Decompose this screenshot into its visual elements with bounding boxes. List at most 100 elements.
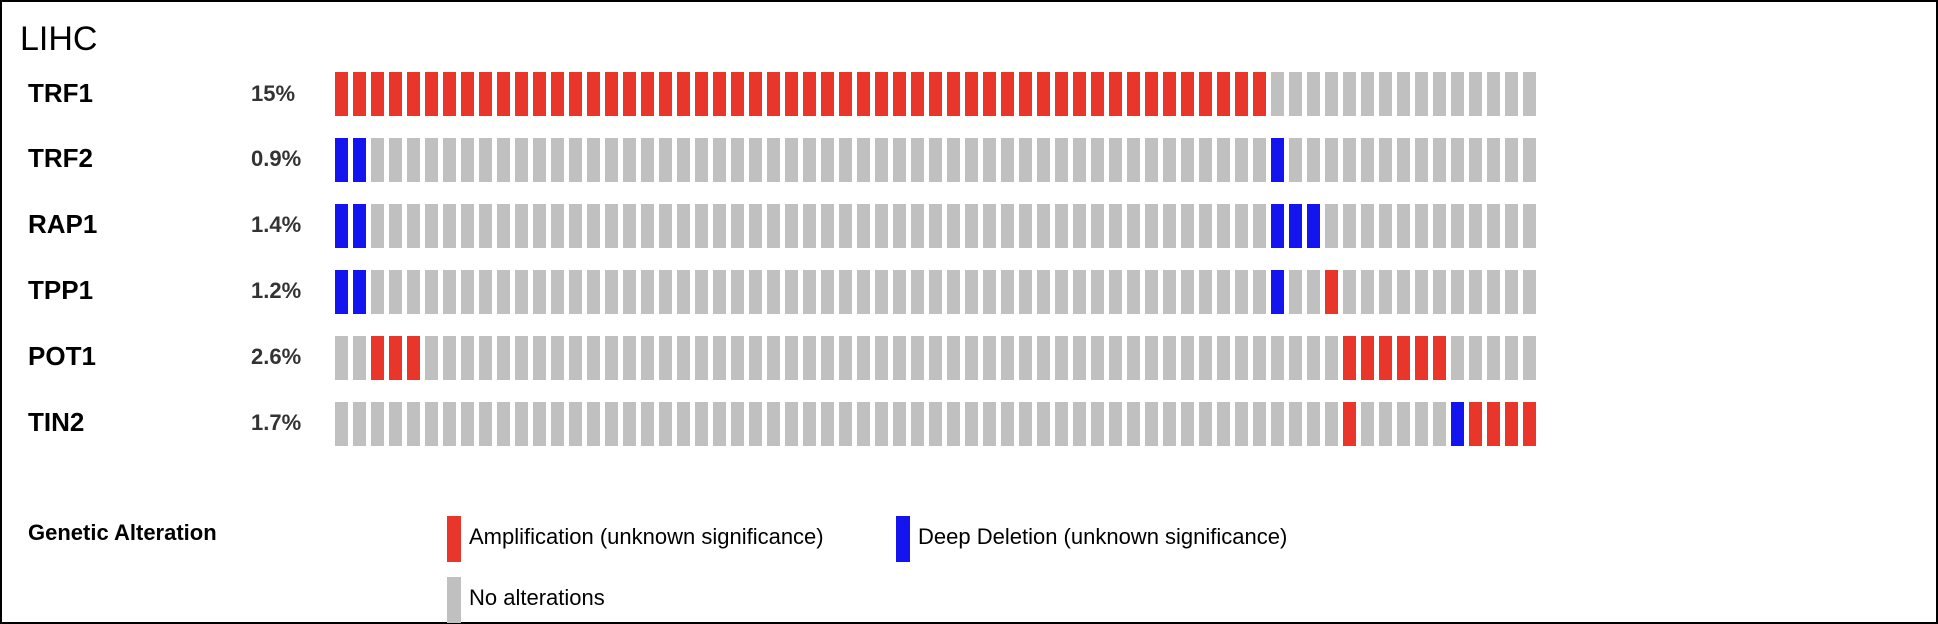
cell-trf2-50-none — [1235, 138, 1248, 182]
cell-trf1-20-amp — [695, 72, 708, 116]
cell-trf1-4-amp — [407, 72, 420, 116]
cell-tin2-20-none — [695, 402, 708, 446]
cell-trf2-44-none — [1127, 138, 1140, 182]
cell-tin2-42-none — [1091, 402, 1104, 446]
cell-tpp1-15-none — [605, 270, 618, 314]
cell-tin2-6-none — [443, 402, 456, 446]
cell-rap1-29-none — [857, 204, 870, 248]
cell-tpp1-13-none — [569, 270, 582, 314]
cell-tpp1-35-none — [965, 270, 978, 314]
cell-rap1-13-none — [569, 204, 582, 248]
cell-rap1-34-none — [947, 204, 960, 248]
cell-tpp1-20-none — [695, 270, 708, 314]
cell-trf2-13-none — [569, 138, 582, 182]
cell-pot1-31-none — [893, 336, 906, 380]
cell-trf1-1-amp — [353, 72, 366, 116]
cell-tin2-16-none — [623, 402, 636, 446]
cell-trf1-26-amp — [803, 72, 816, 116]
cell-rap1-5-none — [425, 204, 438, 248]
cell-tin2-8-none — [479, 402, 492, 446]
cell-rap1-2-none — [371, 204, 384, 248]
cell-pot1-49-none — [1217, 336, 1230, 380]
cell-rap1-45-none — [1145, 204, 1158, 248]
gene-label-rap1: RAP1 — [28, 209, 98, 239]
cell-trf2-60-none — [1415, 138, 1428, 182]
cell-rap1-53-del — [1289, 204, 1302, 248]
cell-trf2-62-none — [1451, 138, 1464, 182]
cell-trf1-24-amp — [767, 72, 780, 116]
cell-trf1-18-amp — [659, 72, 672, 116]
cell-trf1-37-amp — [1001, 72, 1014, 116]
cell-pot1-8-none — [479, 336, 492, 380]
cell-pot1-38-none — [1019, 336, 1032, 380]
cell-tpp1-51-none — [1253, 270, 1266, 314]
cell-pot1-58-amp — [1379, 336, 1392, 380]
cell-rap1-6-none — [443, 204, 456, 248]
cell-trf1-0-amp — [335, 72, 348, 116]
cell-rap1-4-none — [407, 204, 420, 248]
cell-pot1-28-none — [839, 336, 852, 380]
cell-trf2-55-none — [1325, 138, 1338, 182]
cell-pot1-23-none — [749, 336, 762, 380]
legend-swatch-deep-deletion — [896, 516, 910, 562]
cell-trf2-51-none — [1253, 138, 1266, 182]
cell-pot1-26-none — [803, 336, 816, 380]
cell-tpp1-17-none — [641, 270, 654, 314]
cell-tin2-49-none — [1217, 402, 1230, 446]
cell-tin2-53-none — [1289, 402, 1302, 446]
cell-trf2-64-none — [1487, 138, 1500, 182]
cell-pot1-4-amp — [407, 336, 420, 380]
cell-trf1-3-amp — [389, 72, 402, 116]
cell-tpp1-29-none — [857, 270, 870, 314]
cell-tpp1-9-none — [497, 270, 510, 314]
cell-rap1-26-none — [803, 204, 816, 248]
cell-rap1-25-none — [785, 204, 798, 248]
cell-rap1-59-none — [1397, 204, 1410, 248]
cell-trf2-53-none — [1289, 138, 1302, 182]
gene-label-tin2: TIN2 — [28, 407, 85, 437]
cell-pot1-19-none — [677, 336, 690, 380]
cell-trf2-25-none — [785, 138, 798, 182]
cell-rap1-20-none — [695, 204, 708, 248]
cell-rap1-15-none — [605, 204, 618, 248]
cell-rap1-23-none — [749, 204, 762, 248]
cell-pot1-36-none — [983, 336, 996, 380]
cell-rap1-7-none — [461, 204, 474, 248]
cell-pot1-25-none — [785, 336, 798, 380]
cell-pot1-56-amp — [1343, 336, 1356, 380]
cell-trf2-14-none — [587, 138, 600, 182]
cell-tin2-27-none — [821, 402, 834, 446]
cell-pot1-44-none — [1127, 336, 1140, 380]
cell-tpp1-41-none — [1073, 270, 1086, 314]
cell-tin2-1-none — [353, 402, 366, 446]
cell-rap1-41-none — [1073, 204, 1086, 248]
cell-trf2-7-none — [461, 138, 474, 182]
cell-trf2-18-none — [659, 138, 672, 182]
cell-pot1-39-none — [1037, 336, 1050, 380]
cell-trf2-33-none — [929, 138, 942, 182]
cell-tin2-41-none — [1073, 402, 1086, 446]
cell-pot1-2-amp — [371, 336, 384, 380]
cell-tin2-57-none — [1361, 402, 1374, 446]
cell-trf1-6-amp — [443, 72, 456, 116]
cell-pot1-16-none — [623, 336, 636, 380]
cell-tin2-29-none — [857, 402, 870, 446]
cell-trf2-30-none — [875, 138, 888, 182]
cell-trf2-5-none — [425, 138, 438, 182]
cell-tpp1-66-none — [1523, 270, 1536, 314]
cell-trf1-9-amp — [497, 72, 510, 116]
cell-pot1-1-none — [353, 336, 366, 380]
cell-trf2-46-none — [1163, 138, 1176, 182]
cell-rap1-39-none — [1037, 204, 1050, 248]
gene-label-trf2: TRF2 — [28, 143, 93, 173]
gene-label-trf1: TRF1 — [28, 78, 93, 108]
cell-pot1-7-none — [461, 336, 474, 380]
cell-tpp1-64-none — [1487, 270, 1500, 314]
cell-trf2-63-none — [1469, 138, 1482, 182]
cell-trf1-43-amp — [1109, 72, 1122, 116]
cell-trf1-16-amp — [623, 72, 636, 116]
legend-title: Genetic Alteration — [28, 520, 217, 545]
cell-tpp1-25-none — [785, 270, 798, 314]
cell-trf2-41-none — [1073, 138, 1086, 182]
cell-trf1-7-amp — [461, 72, 474, 116]
